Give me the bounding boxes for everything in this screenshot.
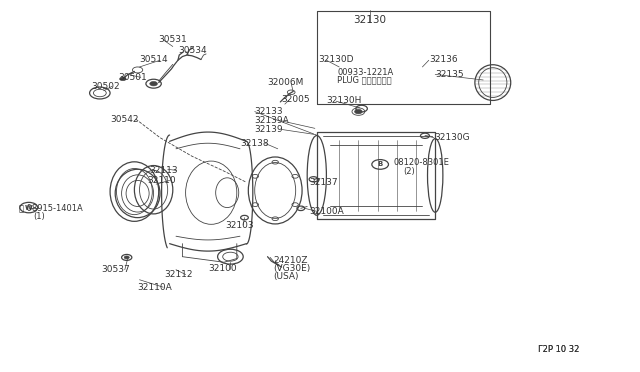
Text: 32136: 32136 — [429, 55, 458, 64]
Text: 32005: 32005 — [282, 95, 310, 104]
Text: 32137: 32137 — [309, 178, 338, 187]
Text: (USA): (USA) — [273, 272, 299, 281]
Text: PLUG プラグ「１）: PLUG プラグ「１） — [337, 76, 392, 85]
Text: 30502: 30502 — [92, 82, 120, 91]
Text: 24210Z: 24210Z — [273, 256, 308, 265]
Text: 32130: 32130 — [353, 16, 387, 25]
Text: 32110: 32110 — [147, 176, 176, 185]
Text: 00933-1221A: 00933-1221A — [337, 68, 394, 77]
Text: B: B — [378, 161, 383, 167]
Text: 32139A: 32139A — [255, 116, 289, 125]
Text: 30501: 30501 — [118, 73, 147, 81]
Text: 32130H: 32130H — [326, 96, 362, 105]
Text: 30542: 30542 — [110, 115, 139, 124]
Text: ⍷ 08915-1401A: ⍷ 08915-1401A — [19, 203, 83, 212]
Text: 32113: 32113 — [150, 166, 179, 175]
Text: 32006M: 32006M — [268, 78, 304, 87]
Text: 32130G: 32130G — [434, 133, 470, 142]
Text: 32138: 32138 — [241, 139, 269, 148]
Text: 32103: 32103 — [225, 221, 254, 230]
Text: Γ2P 10 32: Γ2P 10 32 — [538, 345, 579, 354]
Text: 32100: 32100 — [208, 264, 237, 273]
Text: 32130D: 32130D — [319, 55, 354, 64]
Text: (2): (2) — [403, 167, 415, 176]
Text: 32133: 32133 — [255, 107, 284, 116]
Text: 32139: 32139 — [255, 125, 284, 134]
Text: 30534: 30534 — [178, 46, 207, 55]
Text: 32110A: 32110A — [138, 283, 172, 292]
Text: 30531: 30531 — [158, 35, 187, 44]
Text: Γ2P 10 32: Γ2P 10 32 — [538, 345, 579, 354]
Text: (1): (1) — [33, 212, 45, 221]
Circle shape — [355, 109, 362, 114]
Text: 32112: 32112 — [164, 270, 193, 279]
Circle shape — [150, 81, 157, 86]
Text: W: W — [25, 205, 33, 211]
Circle shape — [120, 77, 126, 81]
Text: (VG30E): (VG30E) — [273, 264, 310, 273]
Text: 30514: 30514 — [139, 55, 168, 64]
Text: 32135: 32135 — [435, 70, 464, 79]
Text: 32100A: 32100A — [309, 207, 344, 216]
Circle shape — [124, 256, 129, 259]
Text: 30537: 30537 — [101, 265, 130, 274]
Text: 08120-8301E: 08120-8301E — [394, 158, 449, 167]
